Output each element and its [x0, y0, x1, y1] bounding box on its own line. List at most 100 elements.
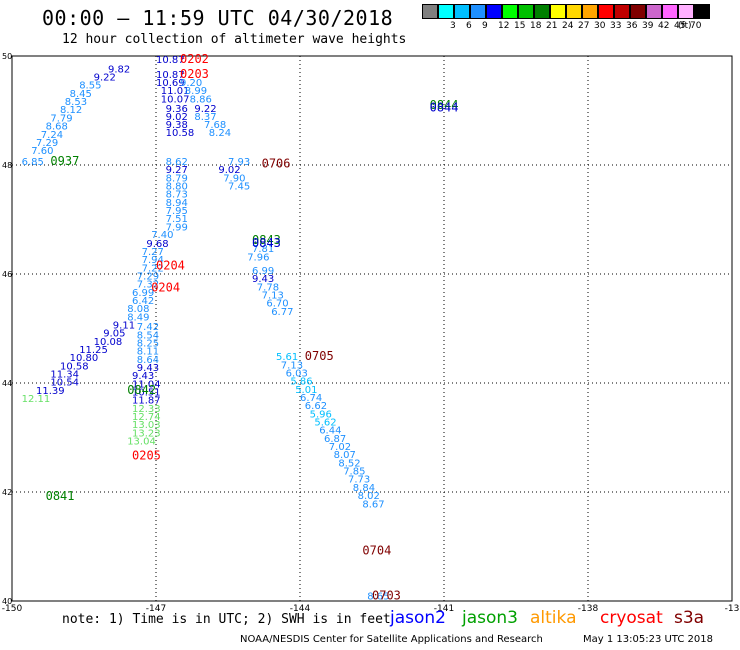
wave-height-value: 9.43 [137, 363, 159, 374]
wave-height-value: 8.73 [166, 190, 188, 201]
legend-unit: (ft) [678, 21, 692, 31]
legend-swatch [438, 4, 454, 19]
wave-height-value: 8.62 [166, 157, 188, 168]
legend-swatch [486, 4, 502, 19]
legend-swatch [502, 4, 518, 19]
wave-height-value: 8.37 [194, 112, 216, 123]
legend-tick-label: 33 [610, 21, 622, 31]
wave-height-value: 8.25 [137, 338, 159, 349]
wave-height-value: 7.24 [41, 130, 63, 141]
wave-height-value: 8.49 [127, 312, 149, 323]
wave-height-value: 9.36 [166, 104, 188, 115]
wave-height-value: 8.65 [367, 591, 389, 602]
pass-time-label: 0203 [180, 67, 209, 81]
lat-tick-label: 44 [2, 379, 12, 388]
wave-height-value: 6.70 [266, 299, 288, 310]
wave-height-value: 8.12 [60, 105, 82, 116]
wave-height-value: 6.62 [305, 401, 327, 412]
lat-tick-label: 42 [2, 488, 12, 497]
lat-tick-label: 40 [2, 597, 12, 606]
wave-height-value: 7.94 [142, 255, 164, 266]
wave-height-value: 5.96 [310, 409, 332, 420]
pass-time-label: 0844 [430, 98, 459, 112]
footnote: note: 1) Time is in UTC; 2) SWH is in fe… [62, 612, 391, 627]
pass-time-label: 0937 [50, 154, 79, 168]
legend-swatch [550, 4, 566, 19]
satellite-altika: altika [530, 608, 577, 628]
wave-height-value: 7.13 [281, 360, 303, 371]
lat-tick-label: 46 [2, 270, 12, 279]
wave-height-value: 8.68 [46, 122, 68, 133]
wave-height-value: 7.95 [166, 206, 188, 217]
wave-height-value: 8.94 [166, 198, 188, 209]
wave-height-value: 8.55 [79, 81, 101, 92]
credit-line: NOAA/NESDIS Center for Satellite Applica… [240, 634, 543, 645]
wave-height-value: 7.78 [257, 282, 279, 293]
pass-time-label: 0705 [305, 349, 334, 363]
wave-height-value: 11.01 [161, 86, 190, 97]
legend-tick-label: 39 [642, 21, 654, 31]
legend-tick-label: 70 [690, 21, 702, 31]
lon-tick-label: -144 [290, 604, 311, 614]
pass-time-label: 0843 [252, 236, 281, 250]
wave-height-value: 10.69 [156, 78, 185, 89]
satellite-jason3: jason3 [462, 608, 518, 628]
pass-time-label: 0843 [252, 233, 281, 247]
wave-height-value: 8.53 [65, 97, 87, 108]
wave-height-value: 9.82 [108, 64, 130, 75]
wave-height-value: 7.29 [36, 138, 58, 149]
legend-swatch [630, 4, 646, 19]
page-subtitle: 12 hour collection of altimeter wave hei… [62, 32, 407, 47]
wave-height-value: 8.79 [166, 173, 188, 184]
wave-height-value: 7.79 [50, 113, 72, 124]
pass-time-label: 0205 [132, 448, 161, 462]
wave-height-value: 11.87 [132, 396, 161, 407]
wave-height-value: 8.54 [137, 330, 159, 341]
legend-tick-label: 21 [546, 21, 558, 31]
lat-tick-label: 48 [2, 161, 12, 170]
generated-timestamp: May 1 13:05:23 UTC 2018 [583, 634, 713, 645]
wave-height-value: 7.40 [151, 230, 173, 241]
lon-tick-label: -147 [146, 604, 166, 614]
lon-tick-label: -138 [578, 604, 599, 614]
wave-height-value: 7.73 [348, 475, 370, 486]
wave-height-value: 8.80 [166, 182, 188, 193]
wave-height-value: 9.38 [166, 120, 188, 131]
wave-height-value: 12.11 [22, 394, 51, 405]
legend-tick-label: 36 [626, 21, 638, 31]
wave-height-value: 13.03 [132, 420, 161, 431]
wave-height-value: 7.99 [166, 222, 188, 233]
wave-height-value: 7.29 [137, 271, 159, 282]
wave-height-value: 8.02 [358, 491, 380, 502]
pass-time-label: 0842 [127, 383, 156, 397]
legend-swatch [598, 4, 614, 19]
wave-height-value: 10.08 [94, 337, 123, 348]
wave-height-value: 6.99 [132, 288, 154, 299]
wave-height-value: 8.07 [334, 450, 356, 461]
satellite-s3a: s3a [674, 608, 705, 628]
legend-swatch [614, 4, 630, 19]
legend-tick-label: 18 [530, 21, 542, 31]
wave-height-value: 8.52 [338, 458, 360, 469]
legend-swatch [534, 4, 550, 19]
wave-height-value: 6.77 [271, 307, 293, 318]
wave-height-value: 9.43 [132, 371, 154, 382]
wave-height-value: 6.87 [324, 434, 346, 445]
pass-time-label: 0841 [46, 489, 75, 503]
wave-height-value: 10.58 [166, 128, 195, 139]
legend-swatch [518, 4, 534, 19]
legend-tick-label: 30 [594, 21, 606, 31]
wave-height-value: 9.11 [113, 321, 135, 332]
legend-swatch [470, 4, 486, 19]
wave-height-value: 8.99 [185, 86, 207, 97]
wave-height-value: 12.74 [132, 412, 161, 423]
legend-tick-label: 12 [498, 21, 510, 31]
wave-height-value: 10.54 [50, 378, 79, 389]
wave-height-value: 9.22 [194, 104, 216, 115]
wave-height-value: 9.43 [252, 274, 274, 285]
legend-tick-label: 15 [514, 21, 526, 31]
legend-tick-label: 42 [658, 21, 670, 31]
wave-height-value: 12.33 [132, 404, 161, 415]
